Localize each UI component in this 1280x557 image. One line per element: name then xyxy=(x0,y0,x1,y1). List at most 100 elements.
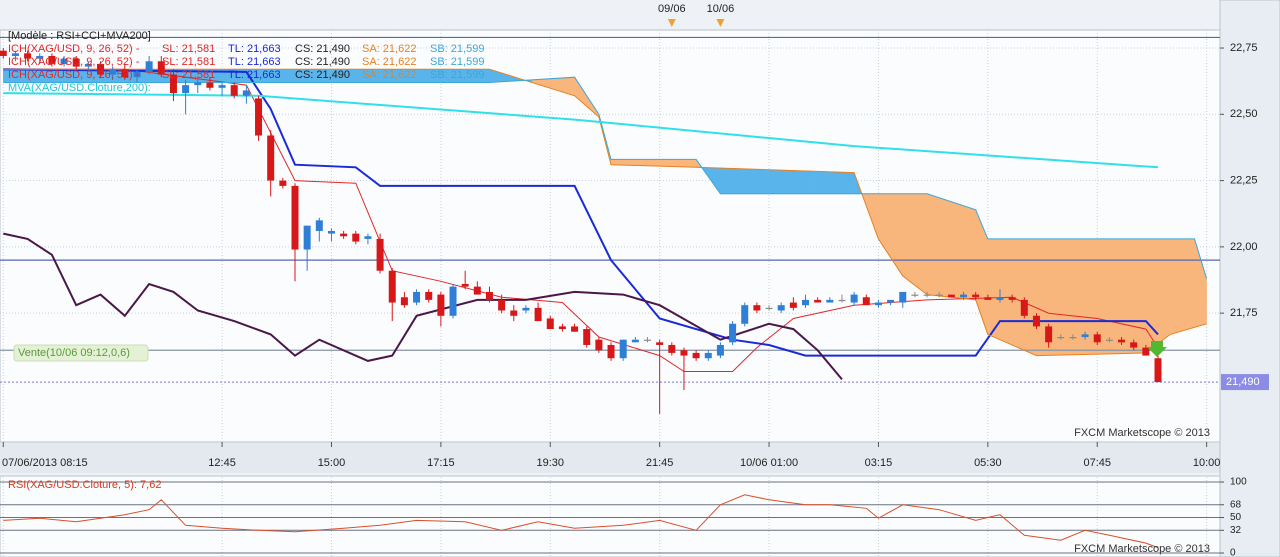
candle-body xyxy=(777,305,785,311)
candle-body xyxy=(826,299,834,303)
cloud xyxy=(1194,238,1197,328)
main-plot xyxy=(0,29,1221,443)
legend-entry: TL: 21,663 xyxy=(228,43,281,55)
candle-body xyxy=(1069,337,1077,339)
watermark: FXCM Marketscope © 2013 xyxy=(1074,543,1210,555)
candle-body xyxy=(1057,337,1065,339)
cloud xyxy=(1186,238,1191,330)
candle-body xyxy=(72,58,80,67)
legend-entry: CS: 21,490 xyxy=(295,43,350,55)
candle-body xyxy=(1130,342,1138,348)
cloud xyxy=(981,224,985,323)
candle-body xyxy=(935,294,943,296)
candle-body xyxy=(145,61,153,72)
candle-body xyxy=(1081,334,1089,338)
candle-body xyxy=(461,283,469,287)
candle-body xyxy=(194,82,202,86)
candle-body xyxy=(400,297,408,306)
candle-body xyxy=(534,307,542,322)
legend-entry: SA: 21,622 xyxy=(362,56,416,68)
candle-body xyxy=(947,294,955,298)
candle-body xyxy=(887,299,895,303)
cloud xyxy=(967,206,976,301)
candle-body xyxy=(97,63,105,75)
cloud xyxy=(878,193,883,246)
indicator-line xyxy=(3,76,1208,279)
candle-body xyxy=(327,230,335,234)
candle-body xyxy=(510,310,518,316)
indicator-line xyxy=(3,68,1159,372)
candle-body xyxy=(169,74,177,94)
cloud xyxy=(1165,238,1171,339)
x-tick-label: 15:00 xyxy=(318,457,346,469)
cloud xyxy=(914,193,920,289)
candle-body xyxy=(680,350,688,356)
candle-body xyxy=(157,61,165,75)
legend-entry: SB: 21,599 xyxy=(430,69,484,81)
plot-layer: 22,75 22,50 22,25 22,00 21,75 07/06/2013 08:1… xyxy=(0,3,1269,557)
candle-body xyxy=(60,58,68,64)
candle-body xyxy=(1008,297,1016,300)
candle-body xyxy=(413,291,421,303)
signal-label: Vente(10/06 09:12,0,6) xyxy=(18,347,130,359)
cloud xyxy=(1169,238,1175,335)
cloud xyxy=(1149,238,1155,351)
candle-body xyxy=(668,344,676,353)
cloud xyxy=(882,193,887,253)
legend-entry: TL: 21,663 xyxy=(228,56,281,68)
candle-body xyxy=(376,238,384,271)
cloud xyxy=(742,168,766,195)
candle-body xyxy=(1154,358,1162,383)
rsi-plot xyxy=(0,475,1221,557)
date-marker-label: 10/06 xyxy=(707,3,735,15)
legend-entry: MVA(XAG/USD.Cloture,200): xyxy=(8,82,151,94)
x-tick-label: 05:30 xyxy=(974,457,1002,469)
y-tick-label: 22,75 xyxy=(1230,42,1258,54)
cloud xyxy=(918,193,924,293)
candle-body xyxy=(133,71,141,78)
candle-body xyxy=(899,291,907,303)
candle-body xyxy=(352,233,360,242)
cloud xyxy=(959,204,968,300)
candle-body xyxy=(182,85,190,94)
y-tick-label: 22,00 xyxy=(1230,241,1258,253)
candle-body xyxy=(425,291,433,300)
cloud xyxy=(1202,265,1205,326)
candle-body xyxy=(558,326,566,330)
candle-body xyxy=(631,339,639,343)
cloud xyxy=(1200,258,1203,326)
cloud xyxy=(1003,238,1013,346)
x-tick-label: 17:15 xyxy=(427,457,455,469)
candle-body xyxy=(36,55,44,59)
cloud xyxy=(910,193,916,286)
candle-body xyxy=(206,82,214,88)
candle-body xyxy=(303,225,311,250)
cloud xyxy=(1198,252,1201,327)
candle-body xyxy=(255,98,263,136)
date-marker-label: 09/06 xyxy=(658,3,686,15)
rsi-title: RSI(XAG/USD.Cloture, 5): 7,62 xyxy=(8,479,161,491)
cloud xyxy=(926,193,936,296)
candle-body xyxy=(340,233,348,237)
cloud xyxy=(809,170,833,195)
candle-body xyxy=(571,326,579,332)
candle-body xyxy=(267,135,275,181)
cloud xyxy=(1028,238,1037,356)
cloud xyxy=(1157,238,1163,345)
cloud xyxy=(906,193,912,283)
candle-body xyxy=(1093,334,1101,343)
candle-body xyxy=(923,294,931,296)
candle-body xyxy=(291,185,299,250)
candle-body xyxy=(498,299,506,311)
legend-entry: SA: 21,622 xyxy=(362,43,416,55)
cloud xyxy=(1173,238,1179,334)
x-tick-label: 19:30 xyxy=(536,457,564,469)
candle-body xyxy=(1032,315,1040,327)
indicator-line xyxy=(3,68,1207,357)
candle-body xyxy=(0,50,7,56)
y-tick-label: 22,25 xyxy=(1230,174,1258,186)
cloud xyxy=(1020,238,1029,353)
legend-entry: CS: 21,490 xyxy=(295,69,350,81)
x-tick-label: 10/06 01:00 xyxy=(740,457,798,469)
